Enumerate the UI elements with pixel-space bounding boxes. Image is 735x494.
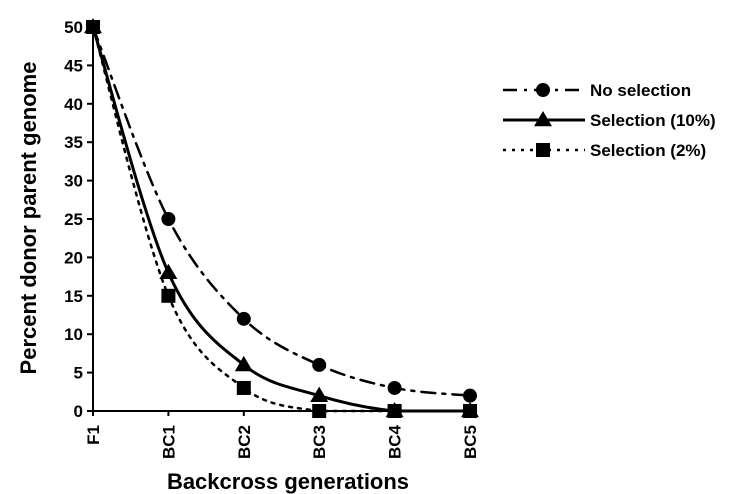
x-tick-label: BC5	[461, 425, 480, 459]
data-point-selection-10	[159, 263, 178, 280]
legend-item-no-selection: No selection	[503, 81, 691, 100]
data-point-selection-2	[86, 20, 100, 34]
y-tick-label: 5	[74, 364, 83, 383]
series-selection-2	[86, 20, 477, 418]
x-tick-label: BC2	[235, 425, 254, 459]
y-axis-title: Percent donor parent genome	[16, 62, 41, 375]
series-line-selection-2	[91, 25, 472, 413]
series-layer	[84, 18, 479, 418]
data-point-selection-2	[312, 404, 327, 418]
data-point-selection-2	[236, 380, 251, 395]
legend-label: Selection (10%)	[590, 111, 716, 130]
legend-label: No selection	[590, 81, 691, 100]
y-tick-label: 30	[64, 172, 83, 191]
data-point-selection-10	[234, 355, 253, 372]
legend-label: Selection (2%)	[590, 141, 706, 160]
data-point-no-selection	[387, 380, 402, 395]
y-tick-label: 45	[64, 56, 83, 75]
data-point-selection-2	[387, 404, 402, 418]
legend-marker-square	[536, 143, 550, 157]
data-point-selection-2	[161, 288, 176, 303]
y-axis-ticks: 0 5 10 15 20 25 30 35 40 45 50	[64, 18, 93, 421]
y-tick-label: 35	[64, 133, 83, 152]
data-point-no-selection	[312, 357, 327, 372]
y-tick-label: 50	[64, 18, 83, 37]
data-point-selection-10	[310, 386, 329, 402]
legend-marker-circle	[536, 83, 550, 97]
x-axis-title: Backcross generations	[167, 469, 409, 494]
series-line-selection-10	[91, 25, 472, 413]
legend: No selection Selection (10%) Selection (2%…	[503, 81, 716, 160]
legend-marker-triangle	[534, 111, 552, 127]
data-point-selection-2	[463, 404, 477, 418]
y-tick-label: 10	[64, 325, 83, 344]
axes	[92, 22, 470, 412]
data-point-no-selection	[236, 311, 251, 326]
x-tick-label: BC3	[310, 425, 329, 459]
y-tick-label: 0	[74, 402, 83, 421]
y-tick-label: 25	[64, 210, 83, 229]
y-tick-label: 20	[64, 248, 83, 267]
series-line-no-selection	[91, 25, 472, 397]
legend-item-selection-10: Selection (10%)	[503, 111, 716, 130]
x-tick-label: BC1	[159, 425, 178, 459]
x-axis-ticks: F1 BC1 BC2 BC3 BC4 BC5	[84, 411, 480, 459]
data-point-no-selection	[463, 388, 477, 403]
data-point-no-selection	[161, 212, 176, 226]
y-tick-label: 40	[64, 95, 83, 114]
x-tick-label: BC4	[386, 424, 405, 459]
x-tick-label: F1	[84, 425, 103, 445]
legend-item-selection-2: Selection (2%)	[503, 141, 706, 160]
y-tick-label: 15	[64, 287, 83, 306]
